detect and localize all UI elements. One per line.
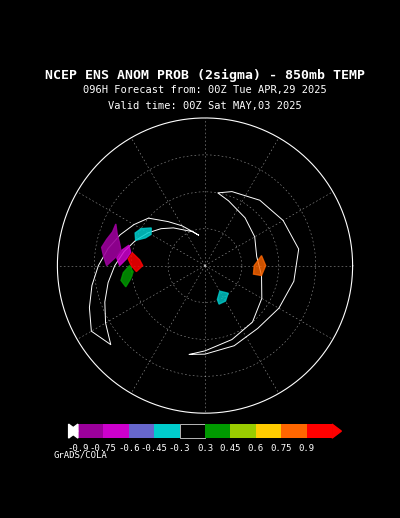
Bar — [256, 424, 281, 438]
Bar — [205, 424, 230, 438]
Polygon shape — [128, 253, 143, 271]
Text: -0.6: -0.6 — [118, 444, 140, 453]
Text: GrADS/COLA: GrADS/COLA — [53, 450, 107, 459]
Bar — [307, 424, 332, 438]
Polygon shape — [135, 228, 151, 240]
Bar — [78, 424, 103, 438]
Polygon shape — [254, 255, 266, 276]
Text: 0.45: 0.45 — [220, 444, 241, 453]
Polygon shape — [121, 266, 133, 287]
Polygon shape — [57, 118, 353, 413]
Polygon shape — [69, 424, 78, 438]
Polygon shape — [217, 291, 228, 304]
Text: NCEP ENS ANOM PROB (2sigma) - 850mb TEMP: NCEP ENS ANOM PROB (2sigma) - 850mb TEMP — [45, 69, 365, 82]
Polygon shape — [332, 424, 341, 438]
Polygon shape — [69, 424, 78, 438]
Polygon shape — [102, 224, 121, 266]
Text: 0.9: 0.9 — [299, 444, 315, 453]
Bar — [129, 424, 154, 438]
Text: 0.75: 0.75 — [270, 444, 292, 453]
Text: 096H Forecast from: 00Z Tue APR,29 2025: 096H Forecast from: 00Z Tue APR,29 2025 — [83, 85, 327, 95]
Bar — [230, 424, 256, 438]
Polygon shape — [117, 245, 131, 266]
Bar — [103, 424, 129, 438]
Bar — [180, 424, 205, 438]
Text: Valid time: 00Z Sat MAY,03 2025: Valid time: 00Z Sat MAY,03 2025 — [108, 102, 302, 111]
Text: 0.3: 0.3 — [197, 444, 213, 453]
Text: -0.9: -0.9 — [67, 444, 89, 453]
Text: -0.45: -0.45 — [141, 444, 168, 453]
Text: -0.75: -0.75 — [90, 444, 117, 453]
Bar — [281, 424, 307, 438]
Bar — [154, 424, 180, 438]
Text: -0.3: -0.3 — [169, 444, 190, 453]
Text: 0.6: 0.6 — [248, 444, 264, 453]
